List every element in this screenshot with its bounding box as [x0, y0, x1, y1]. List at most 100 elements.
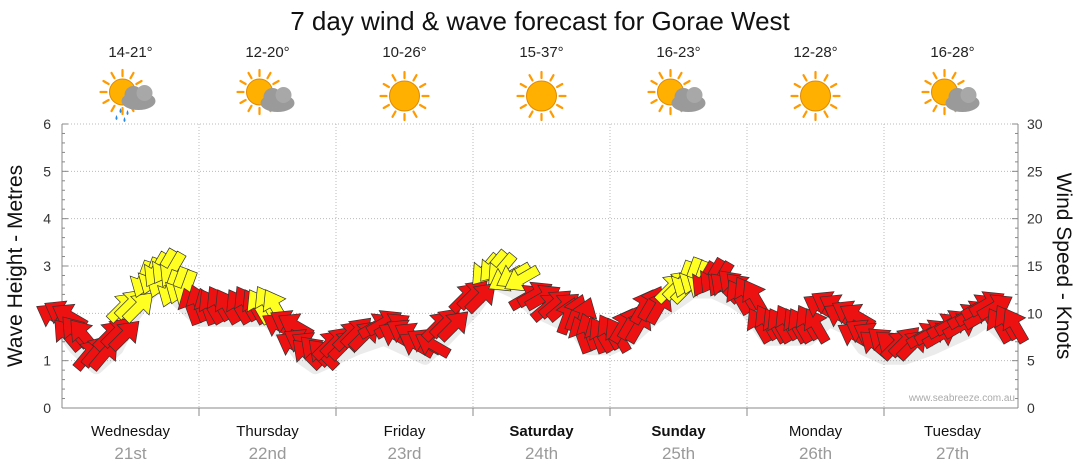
sun-ray	[110, 71, 116, 80]
cloud-icon	[945, 87, 980, 112]
sun-ray	[110, 104, 116, 113]
sun-disc	[526, 80, 557, 112]
cloud-part	[136, 85, 153, 101]
sun-ray	[102, 98, 110, 105]
sun-ray	[957, 79, 965, 86]
forecast-header: 14-21° 12-20° 10-26° 15-37° 16-23° 12-28° 16-2…	[99, 44, 980, 122]
day-date: 21st	[114, 444, 146, 463]
sun-ray	[829, 82, 838, 89]
day-name: Monday	[789, 423, 843, 440]
rain-drop	[119, 108, 122, 113]
wind-arrow-point	[448, 279, 496, 315]
sun-ray	[924, 98, 932, 105]
sun-ray	[549, 74, 555, 82]
wind-arrow-point	[787, 304, 831, 345]
sun-ray	[247, 104, 253, 113]
sun-ray	[519, 82, 528, 89]
sun-icon	[790, 70, 841, 122]
sun-ray	[391, 74, 397, 82]
sun-ray	[418, 103, 427, 110]
sun-ray	[418, 82, 427, 89]
wind-arrow	[803, 308, 831, 345]
sun-ray	[555, 82, 564, 89]
wind-arrow-point	[420, 308, 469, 343]
day-name: Sunday	[651, 423, 706, 440]
sun-ray	[135, 79, 143, 86]
rain-icon	[115, 108, 129, 122]
right-tick-label: 5	[1027, 353, 1035, 369]
sun-ray	[802, 74, 808, 82]
cloud-part	[686, 87, 703, 103]
rain-drop	[126, 110, 129, 115]
sun-ray	[823, 74, 829, 82]
sun-ray	[793, 82, 802, 89]
sun-ray	[677, 71, 683, 80]
right-tick-label: 30	[1027, 116, 1043, 132]
sun-disc	[389, 80, 420, 112]
right-tick-label: 20	[1027, 211, 1043, 227]
cloud-part	[960, 87, 977, 103]
temperature-range: 16-23°	[656, 44, 700, 61]
sun-ray	[793, 103, 802, 110]
sun-ray	[650, 79, 658, 86]
chart-title: 7 day wind & wave forecast for Gorae Wes…	[290, 6, 790, 36]
day-date: 22nd	[249, 444, 287, 463]
wind-arrow-point	[399, 329, 452, 359]
credit-text: www.seabreeze.com.au	[908, 393, 1015, 404]
sun-ray	[412, 74, 418, 82]
day-date: 25th	[662, 444, 695, 463]
temperature-range: 12-20°	[245, 44, 289, 61]
sun-ray	[382, 82, 391, 89]
day-date: 26th	[799, 444, 832, 463]
right-tick-label: 25	[1027, 163, 1043, 179]
wind-arrow	[436, 311, 469, 343]
day-name: Thursday	[236, 423, 299, 440]
day-name: Tuesday	[924, 423, 981, 440]
day-date: 24th	[525, 444, 558, 463]
sun-ray	[932, 104, 938, 113]
sun-ray	[102, 79, 110, 86]
left-axis-ticks: 0123456	[43, 116, 51, 416]
sun-cloud-icon	[236, 68, 295, 116]
temperature-range: 14-21°	[108, 44, 152, 61]
sun-ray	[802, 110, 808, 118]
sun-ray	[272, 79, 280, 86]
wind-arrow-point	[92, 317, 140, 353]
sun-ray	[549, 110, 555, 118]
sun-ray	[247, 71, 253, 80]
sun-disc	[800, 80, 831, 112]
wind-arrow	[464, 283, 496, 315]
rain-drop	[115, 115, 118, 120]
temperature-range: 16-28°	[930, 44, 974, 61]
sun-ray	[951, 71, 957, 80]
sun-cloud-icon	[647, 68, 706, 116]
wind-arrow-point	[960, 291, 1013, 321]
cloud-icon	[121, 85, 156, 110]
day-date: 23rd	[387, 444, 421, 463]
left-tick-label: 0	[43, 400, 51, 416]
sun-ray	[239, 79, 247, 86]
sun-ray	[932, 71, 938, 80]
wind-arrow-point	[488, 261, 541, 292]
left-axis-title: Wave Height - Metres	[4, 165, 27, 367]
chart-grid	[61, 123, 1019, 416]
sun-ray	[829, 103, 838, 110]
temperature-range: 12-28°	[793, 44, 837, 61]
left-tick-label: 1	[43, 353, 51, 369]
day-labels: Wednesday 21st Thursday 22nd Friday 23rd Satur…	[91, 423, 981, 463]
sun-ray	[391, 110, 397, 118]
sun-icon	[516, 70, 567, 122]
sun-icon	[379, 70, 430, 122]
cloud-icon	[260, 87, 295, 112]
wind-arrows	[36, 247, 1030, 375]
cloud-part	[275, 87, 292, 103]
right-tick-label: 0	[1027, 400, 1035, 416]
left-tick-label: 4	[43, 211, 51, 227]
right-axis-ticks: 0 5 10 15 20 25 30	[1027, 116, 1043, 416]
wind-arrow	[121, 292, 154, 324]
day-name: Friday	[384, 423, 426, 440]
sun-ray	[658, 104, 664, 113]
cloud-icon	[671, 87, 706, 112]
sun-ray	[924, 79, 932, 86]
